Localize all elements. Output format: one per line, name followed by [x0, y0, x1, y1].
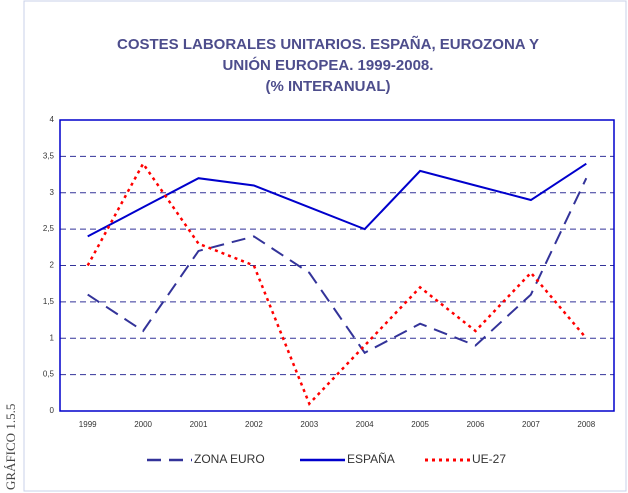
y-tick-label: 1 [50, 333, 55, 342]
y-tick-label: 0 [50, 406, 55, 415]
series-line [86, 161, 588, 406]
y-tick-label: 3 [50, 188, 55, 197]
x-tick-label: 2003 [300, 420, 318, 429]
x-tick-label: 2006 [467, 420, 485, 429]
x-tick-label: 2005 [411, 420, 429, 429]
x-tick-label: 2007 [522, 420, 540, 429]
legend-label: ZONA EURO [194, 452, 265, 466]
x-tick-label: 1999 [79, 420, 97, 429]
legend-label: UE-27 [472, 452, 506, 466]
series-line [87, 177, 588, 355]
x-tick-label: 2008 [577, 420, 595, 429]
y-tick-label: 2 [50, 261, 55, 270]
x-tick-label: 2001 [190, 420, 208, 429]
chart-subtitle: (% INTERANUAL) [266, 78, 391, 95]
y-tick-label: 4 [50, 115, 55, 124]
y-tick-label: 1,5 [43, 297, 55, 306]
x-tick-label: 2002 [245, 420, 263, 429]
frame [23, 0, 627, 492]
x-tick-label: 2000 [134, 420, 152, 429]
plot-border [59, 119, 615, 412]
x-tick-label: 2004 [356, 420, 374, 429]
chart-title: UNIÓN EUROPEA. 1999-2008. [223, 56, 434, 74]
legend-label: ESPAÑA [347, 452, 395, 466]
y-tick-label: 3,5 [43, 151, 55, 160]
y-tick-label: 2,5 [43, 224, 55, 233]
chart-title: COSTES LABORALES UNITARIOS. ESPAÑA, EURO… [117, 35, 539, 53]
y-tick-label: 0,5 [43, 370, 55, 379]
series-line [87, 162, 587, 238]
side-label: GRÁFICO 1.5.5 [3, 404, 18, 490]
